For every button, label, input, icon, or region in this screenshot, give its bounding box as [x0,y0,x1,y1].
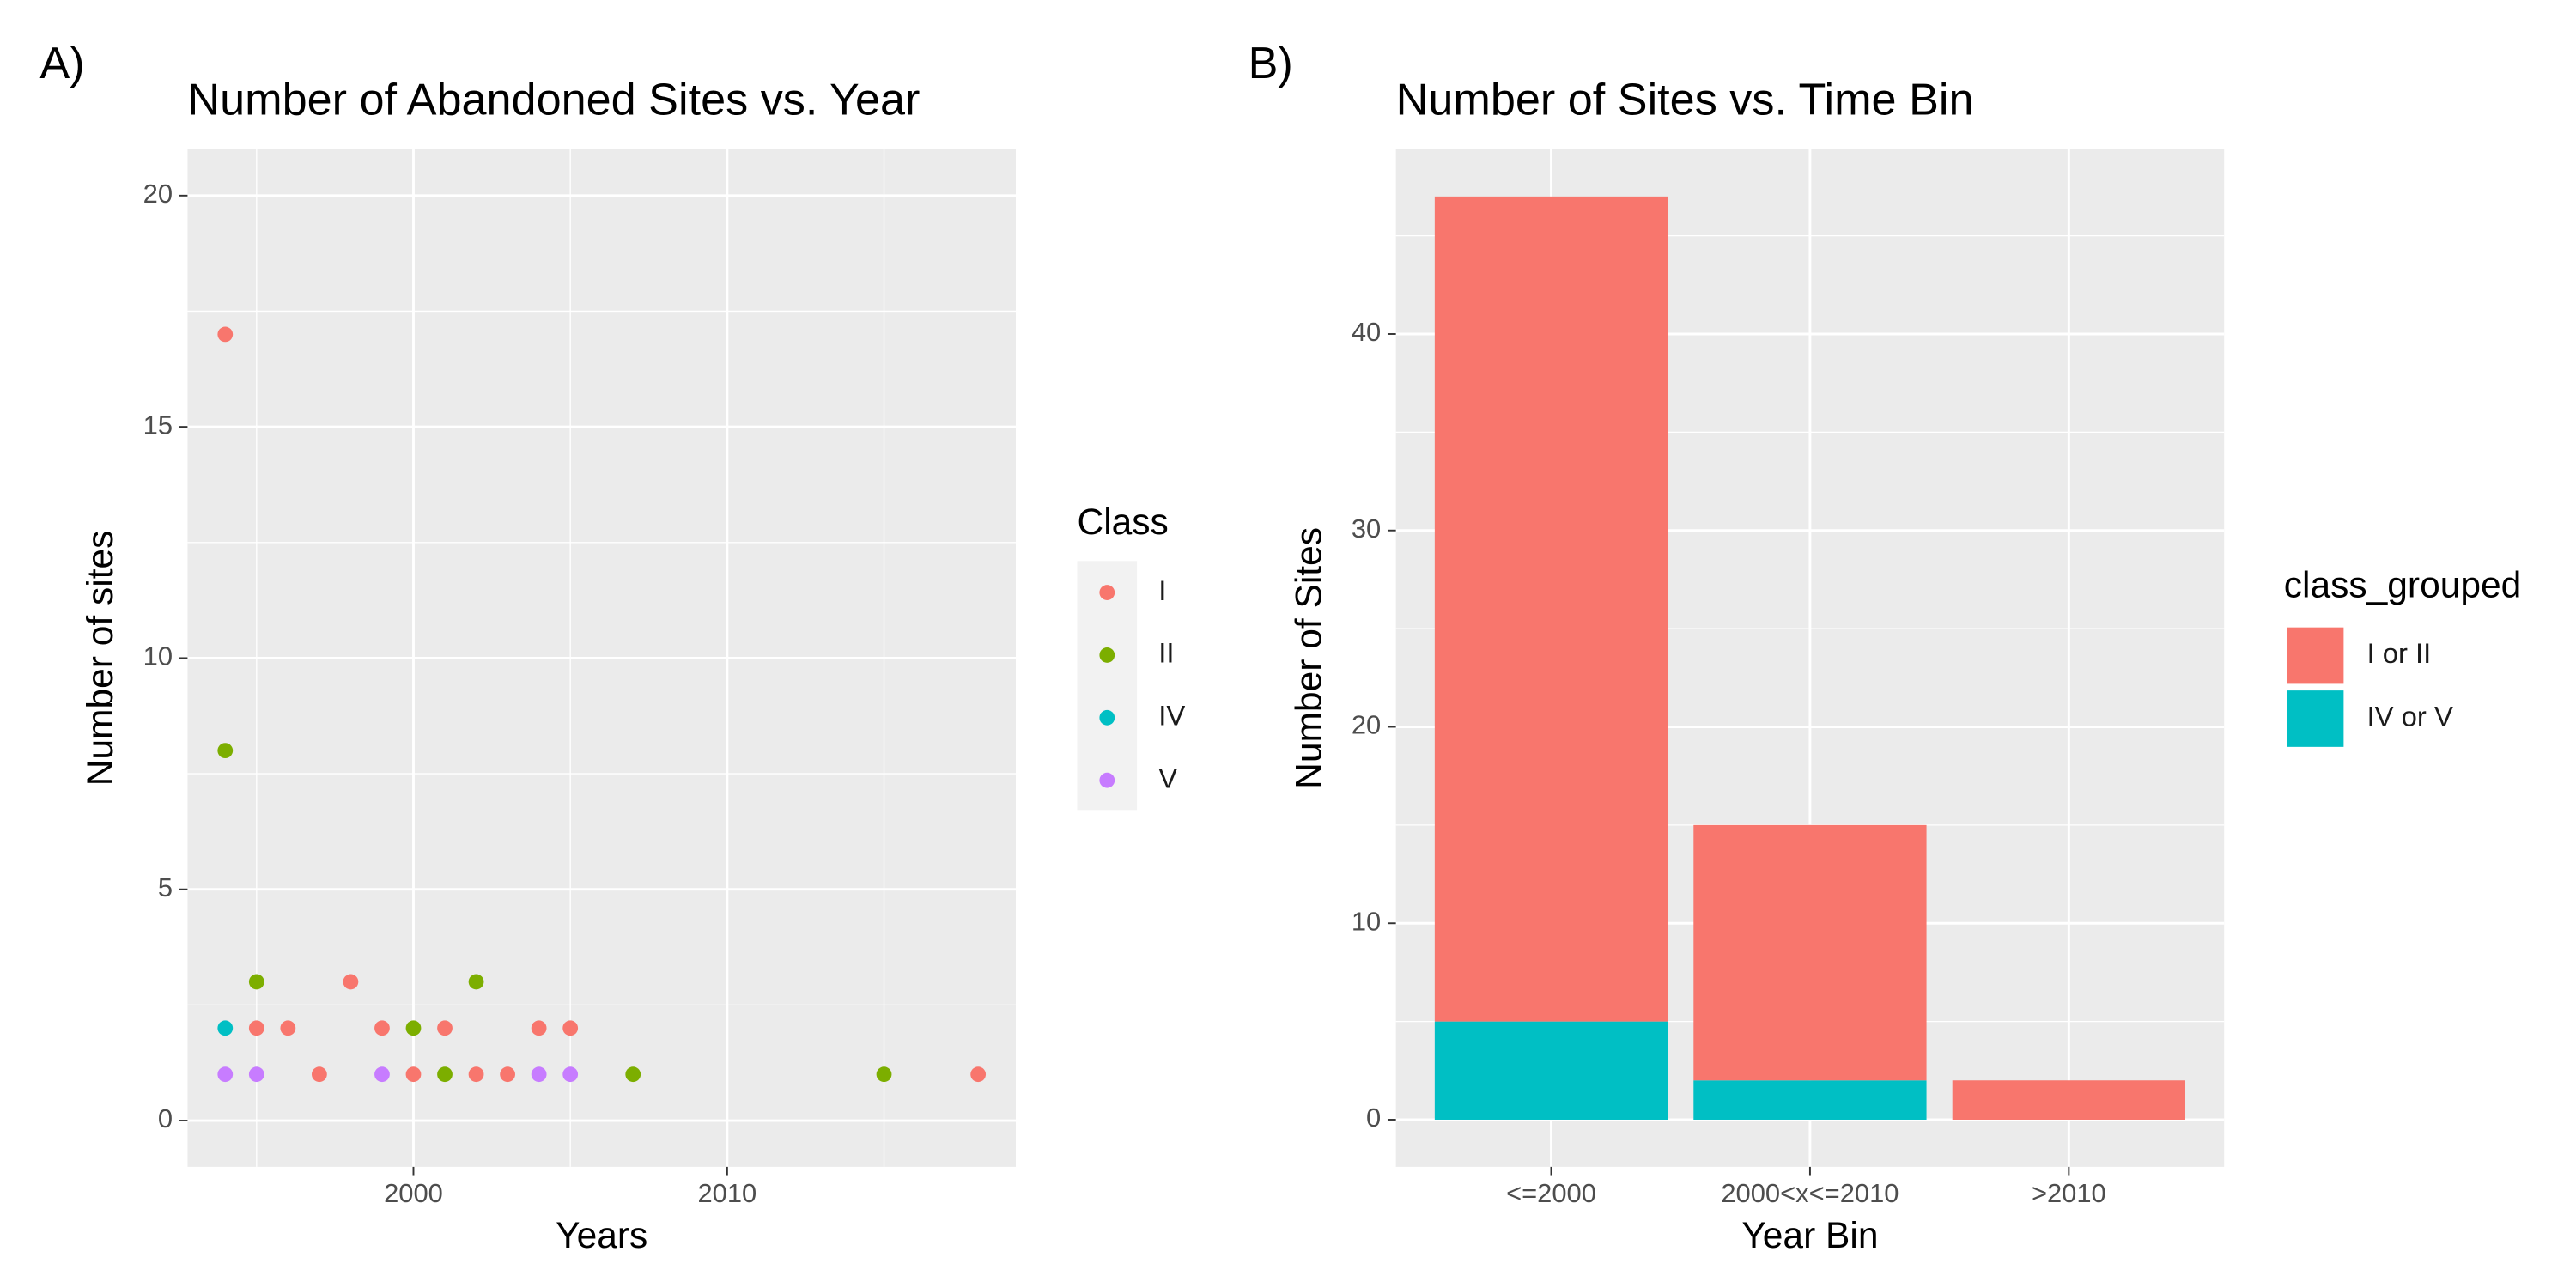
bar [1693,824,1927,1081]
point [280,1020,296,1036]
point [625,1066,641,1083]
point [217,743,234,759]
chart-title: Number of Sites vs. Time Bin [1396,76,1974,125]
point [311,1066,327,1083]
point [374,1066,390,1083]
legend-label: IV [1158,700,1185,732]
legend-label: V [1158,762,1177,793]
x-axis-label: Years [556,1216,647,1256]
panel-label: B) [1249,39,1293,88]
legend-key [2287,627,2344,684]
y-axis-label: Number of sites [81,531,121,787]
point [217,1020,234,1036]
chart-title: Number of Abandoned Sites vs. Year [187,76,920,125]
y-tick-label: 40 [1352,317,1381,347]
y-tick-label: 0 [1366,1103,1381,1133]
bar [1434,196,1668,1022]
y-tick-label: 15 [143,410,173,440]
point [468,974,484,990]
point [437,1066,453,1083]
y-tick-label: 10 [1352,906,1381,936]
legend-key [1099,585,1115,600]
y-tick-label: 20 [143,179,173,209]
point [343,974,359,990]
x-tick-label: <=2000 [1506,1178,1596,1208]
point [405,1020,422,1036]
point [500,1066,515,1083]
legend-label: IV or V [2366,701,2453,732]
x-tick-label: >2010 [2032,1178,2106,1208]
legend-label: I or II [2366,637,2431,669]
point [437,1020,453,1036]
y-tick-label: 10 [143,641,173,671]
point [531,1020,547,1036]
point [876,1066,892,1083]
legend-key [2287,690,2344,747]
y-tick-label: 30 [1352,513,1381,544]
legend-label: II [1158,637,1174,669]
x-tick-label: 2000 [384,1178,443,1208]
legend-title: class_grouped [2284,566,2522,606]
point [562,1066,579,1083]
panel-label: A) [39,39,84,88]
point [217,326,234,343]
bar [1952,1080,2185,1120]
point [970,1066,987,1083]
point [217,1066,234,1083]
point [562,1020,579,1036]
legend-key-background [1077,561,1138,811]
y-tick-label: 20 [1352,710,1381,740]
x-axis-label: Year Bin [1741,1216,1878,1256]
point [248,1020,264,1036]
bar [1434,1021,1668,1120]
bar [1693,1080,1927,1120]
legend-key [1099,709,1115,726]
point [248,974,264,990]
legend-title: Class [1078,502,1169,543]
x-tick-label: 2010 [697,1178,756,1208]
point [468,1066,484,1083]
point [405,1066,422,1083]
legend-key [1099,772,1115,788]
y-tick-label: 0 [158,1103,173,1133]
x-tick-label: 2000<x<=2010 [1721,1178,1899,1208]
point [531,1066,547,1083]
legend-label: I [1158,574,1166,606]
y-tick-label: 5 [158,872,173,902]
point [248,1066,264,1083]
point [374,1020,390,1036]
y-axis-label: Number of Sites [1289,527,1329,789]
legend-key [1099,647,1115,663]
